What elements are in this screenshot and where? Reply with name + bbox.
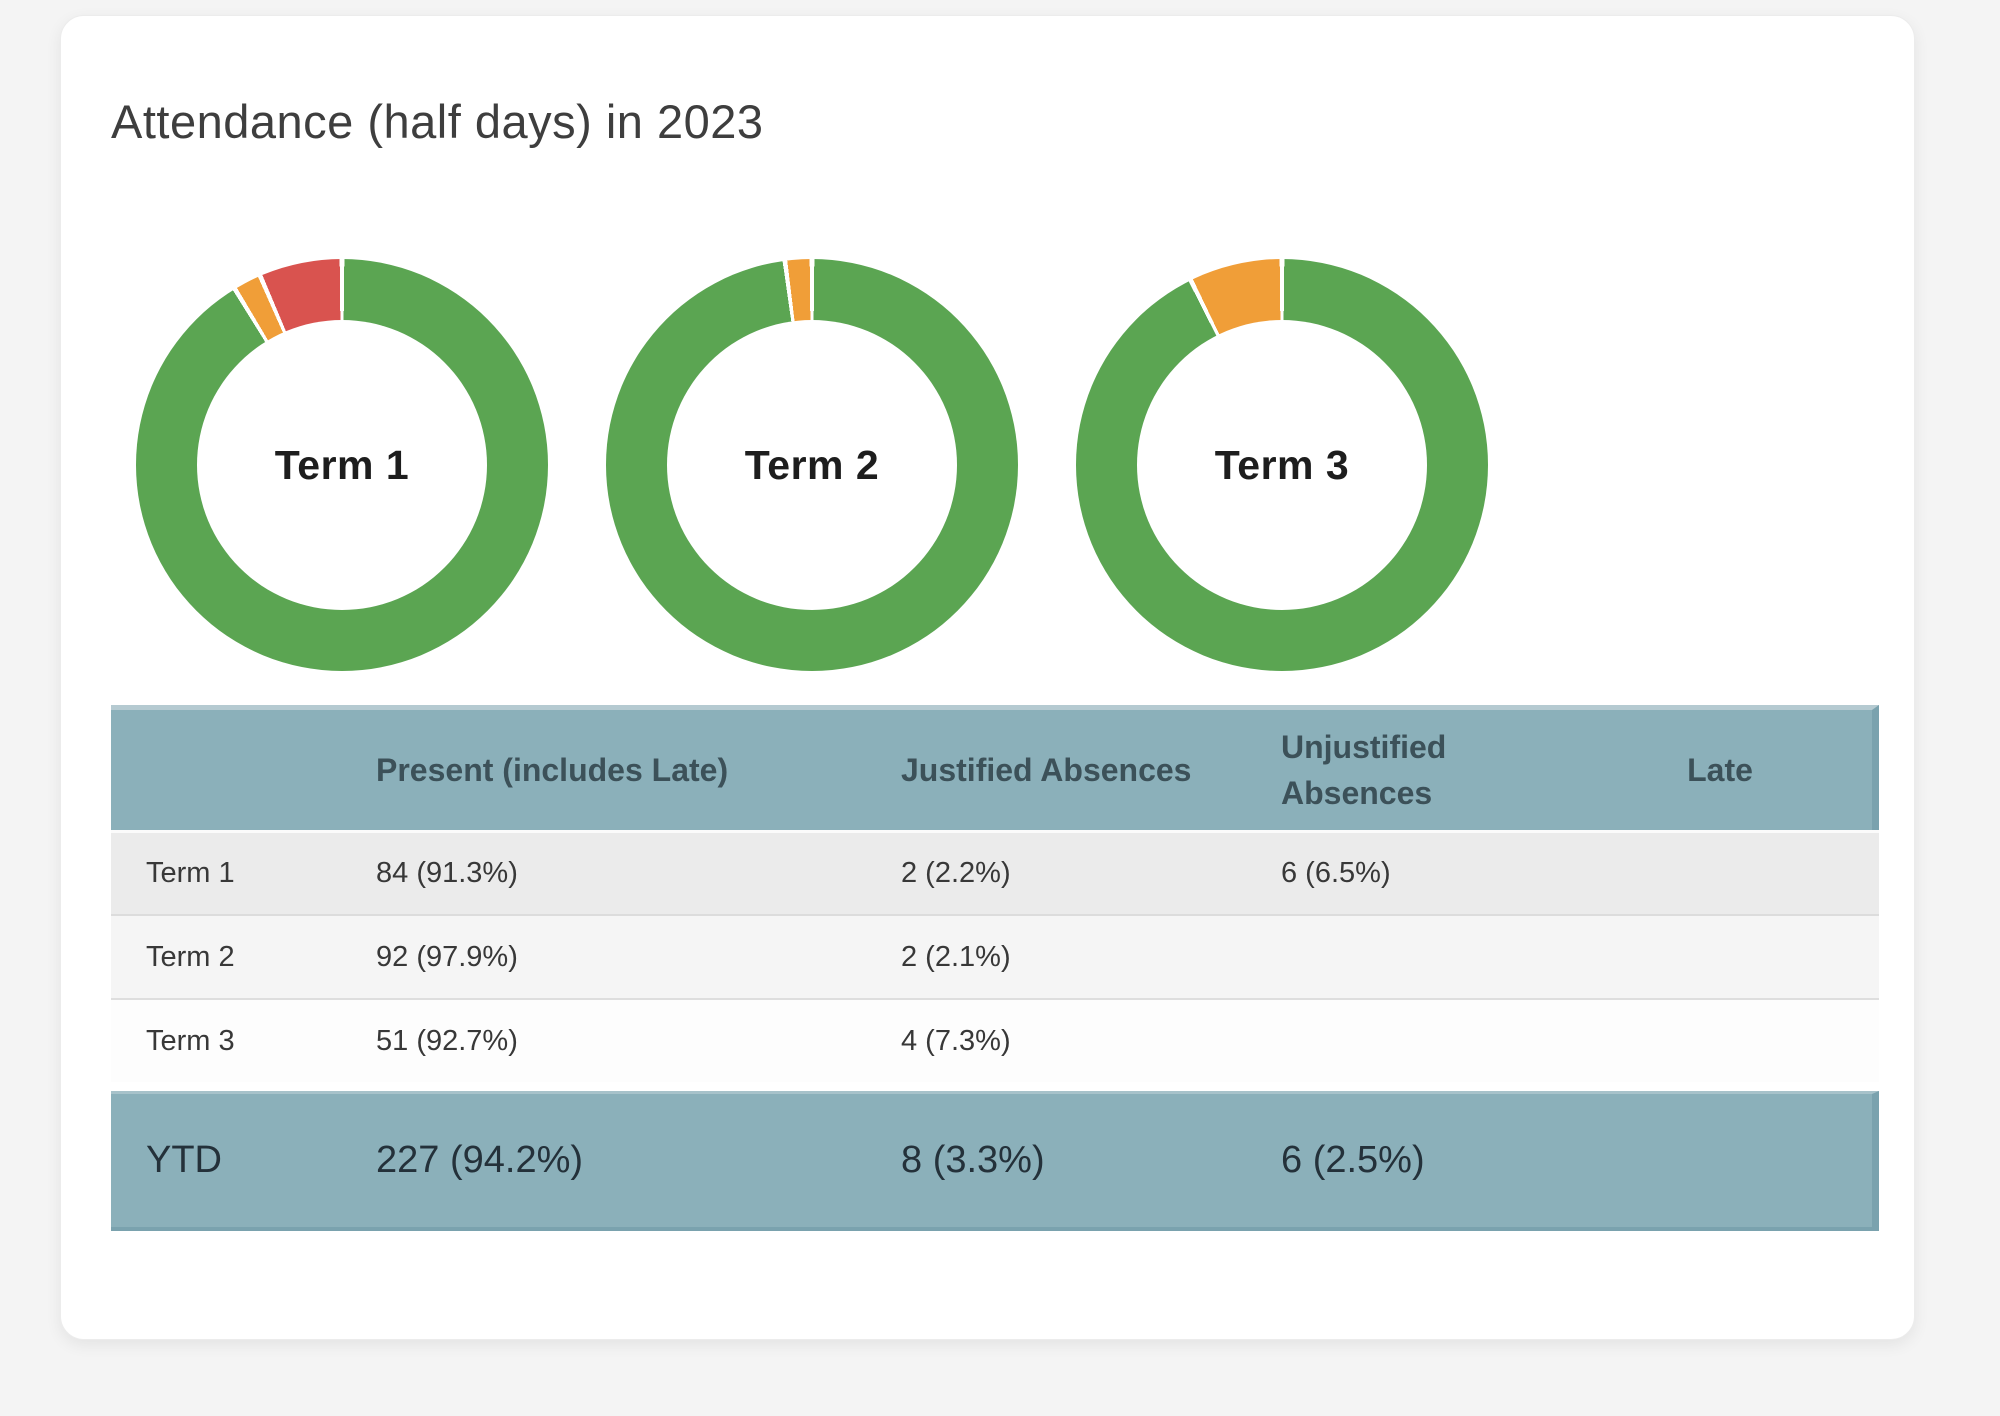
row-label: YTD	[146, 1139, 222, 1181]
table-row-term-1: Term 1 84 (91.3%) 2 (2.2%) 6 (6.5%)	[111, 830, 1879, 914]
donut-chart-term-2: Term 2	[606, 259, 1018, 671]
table-row-term-2: Term 2 92 (97.9%) 2 (2.1%)	[111, 914, 1879, 998]
row-label: Term 2	[146, 940, 235, 973]
attendance-card: Attendance (half days) in 2023 Term 1 Te…	[60, 15, 1915, 1340]
donut-hole: Term 1	[197, 320, 487, 610]
donut-chart-term-3: Term 3	[1076, 259, 1488, 671]
cell-justified: 8 (3.3%)	[901, 1139, 1045, 1181]
row-label: Term 3	[146, 1024, 235, 1057]
header-cell-late: Late	[1687, 751, 1753, 788]
attendance-table: Present (includes Late) Justified Absenc…	[111, 705, 1879, 1231]
cell-justified: 2 (2.2%)	[901, 857, 1011, 889]
donut-hole: Term 3	[1137, 320, 1427, 610]
cell-present: 84 (91.3%)	[376, 857, 518, 889]
donut-chart-term-1: Term 1	[136, 259, 548, 671]
cell-justified: 4 (7.3%)	[901, 1024, 1011, 1057]
row-label: Term 1	[146, 857, 235, 889]
cell-unjustified: 6 (2.5%)	[1281, 1139, 1425, 1181]
donut-center-label: Term 2	[744, 441, 880, 488]
donut-center-label: Term 1	[274, 441, 410, 488]
table-row-ytd: YTD 227 (94.2%) 8 (3.3%) 6 (2.5%)	[111, 1091, 1879, 1231]
table-spacer	[111, 1082, 1879, 1091]
header-cell-present: Present (includes Late)	[376, 751, 729, 788]
cell-justified: 2 (2.1%)	[901, 940, 1011, 973]
cell-present: 92 (97.9%)	[376, 940, 518, 973]
cell-present: 51 (92.7%)	[376, 1024, 518, 1057]
card-title: Attendance (half days) in 2023	[111, 95, 764, 148]
table-header-row: Present (includes Late) Justified Absenc…	[111, 705, 1879, 830]
donut-hole: Term 2	[667, 320, 957, 610]
header-cell-justified: Justified Absences	[901, 751, 1192, 788]
donut-charts-row: Term 1 Term 2 Term 3	[136, 259, 1864, 671]
cell-present: 227 (94.2%)	[376, 1139, 584, 1181]
cell-unjustified: 6 (6.5%)	[1281, 857, 1391, 889]
table-row-term-3: Term 3 51 (92.7%) 4 (7.3%)	[111, 998, 1879, 1082]
donut-center-label: Term 3	[1214, 441, 1350, 488]
header-cell-unjustified: Unjustified Absences	[1281, 728, 1447, 811]
